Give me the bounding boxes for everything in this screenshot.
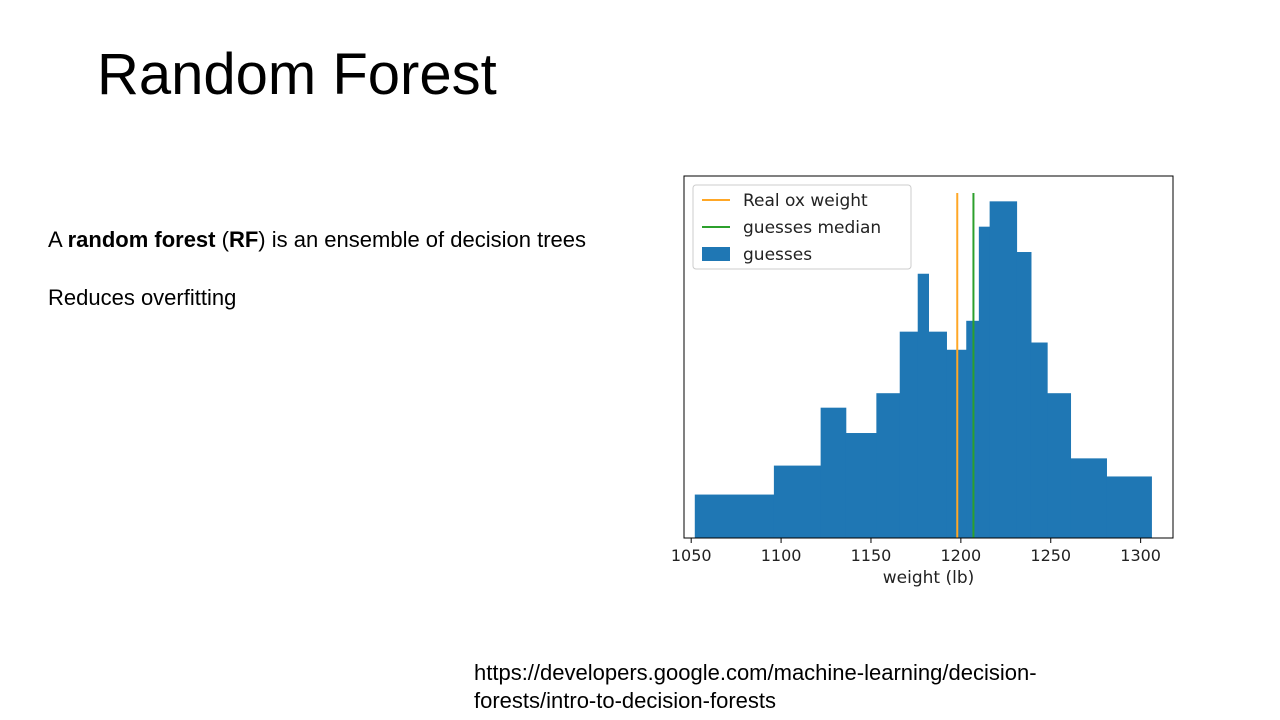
- x-tick-label-1: 1100: [761, 546, 802, 565]
- x-ticks: 1050 1100 1150 1200 1250 1300: [671, 538, 1161, 565]
- x-tick-label-5: 1300: [1120, 546, 1161, 565]
- bullet-random-forest-definition: A random forest (RF) is an ensemble of d…: [48, 227, 586, 253]
- histogram-bar-15: [1070, 458, 1107, 538]
- legend-box: [692, 184, 912, 270]
- x-tick-label-4: 1250: [1030, 546, 1071, 565]
- histogram-bar-7: [928, 331, 947, 538]
- histogram-bar-10: [978, 226, 991, 538]
- x-tick-label-3: 1200: [941, 546, 982, 565]
- plot-frame: [683, 175, 1174, 539]
- histogram-bar-14: [1047, 393, 1072, 538]
- slide-title: Random Forest: [97, 42, 497, 107]
- x-axis-label: weight (lb): [883, 568, 975, 588]
- bullet-text-post: ) is an ensemble of decision trees: [258, 227, 587, 252]
- histogram-bar-16: [1106, 476, 1152, 538]
- bullet-term-rf: RF: [228, 227, 259, 252]
- histogram-bar-5: [899, 331, 919, 538]
- source-link[interactable]: https://developers.google.com/machine-le…: [474, 660, 1037, 713]
- legend-swatch-2: [702, 247, 730, 261]
- histogram-bar-6: [917, 273, 929, 538]
- histogram-bar-12: [1016, 252, 1032, 538]
- vlines-layer: [956, 193, 975, 538]
- histogram-bar-3: [845, 433, 877, 538]
- x-tick-label-2: 1150: [851, 546, 892, 565]
- bullet-text-pre: A: [48, 227, 68, 252]
- histogram-bar-2: [820, 407, 847, 538]
- bullet-text-mid: (: [215, 227, 229, 252]
- bullet-term-random-forest: random forest: [67, 227, 216, 252]
- legend-label-1: guesses median: [743, 218, 881, 238]
- legend: Real ox weight guesses median guesses: [692, 184, 912, 270]
- histogram-bar-13: [1030, 342, 1048, 538]
- histogram-bar-1: [773, 465, 822, 538]
- histogram-bar-11: [989, 201, 1018, 538]
- legend-label-0: Real ox weight: [743, 191, 868, 211]
- legend-label-2: guesses: [743, 245, 812, 265]
- bullet-reduces-overfitting: Reduces overfitting: [48, 285, 237, 310]
- histogram-bar-0: [694, 494, 775, 538]
- histogram-chart: 1050 1100 1150 1200 1250 1300 weight (lb) Rea…: [671, 175, 1174, 588]
- histogram-bar-4: [876, 393, 901, 538]
- x-tick-label-0: 1050: [671, 546, 712, 565]
